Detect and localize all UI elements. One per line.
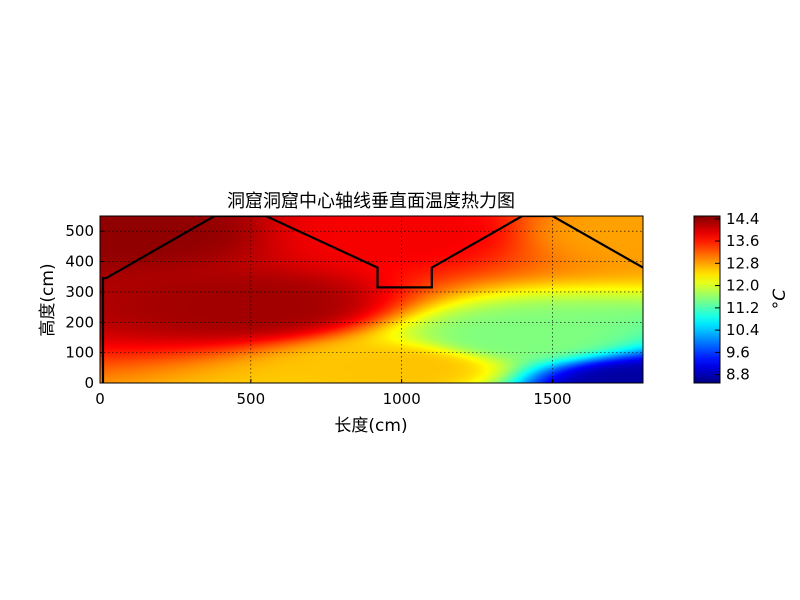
colorbar-tick-label: 12.8: [726, 254, 759, 272]
y-axis-label: 高度(cm): [38, 263, 58, 336]
x-tick-label: 500: [237, 390, 266, 408]
y-tick-label: 100: [65, 344, 94, 362]
x-tick-label: 0: [95, 390, 105, 408]
colorbar-tick-label: 13.6: [726, 232, 759, 250]
x-tick-label: 1500: [533, 390, 571, 408]
grid-lines: [100, 216, 643, 383]
x-axis: 0 500 1000 1500: [95, 379, 572, 408]
plot-frame: [99, 215, 644, 384]
x-axis-label: 长度(cm): [334, 416, 407, 436]
y-axis: 0 100 200 300 400 500: [65, 222, 104, 392]
colorbar-tick-label: 14.4: [726, 210, 759, 228]
colorbar-label: °C: [770, 289, 790, 310]
y-tick-label: 200: [65, 313, 94, 331]
cave-outline: [101, 216, 643, 383]
colorbar-tick-label: 8.8: [726, 366, 750, 384]
colorbar: [693, 215, 721, 384]
colorbar-ticks: 8.8 9.6 10.4 11.2 12.0 12.8 13.6 14.4: [715, 210, 759, 384]
chart-title: 洞窟洞窟中心轴线垂直面温度热力图: [227, 191, 515, 212]
y-tick-label: 500: [65, 222, 94, 240]
colorbar-tick-label: 10.4: [726, 321, 759, 339]
colorbar-tick-label: 12.0: [726, 277, 759, 295]
y-tick-label: 400: [65, 253, 94, 271]
y-tick-label: 0: [84, 374, 94, 392]
colorbar-tick-label: 9.6: [726, 343, 750, 361]
x-tick-label: 1000: [383, 390, 421, 408]
heatmap-image: [100, 216, 643, 383]
y-tick-label: 300: [65, 283, 94, 301]
colorbar-tick-label: 11.2: [726, 299, 759, 317]
